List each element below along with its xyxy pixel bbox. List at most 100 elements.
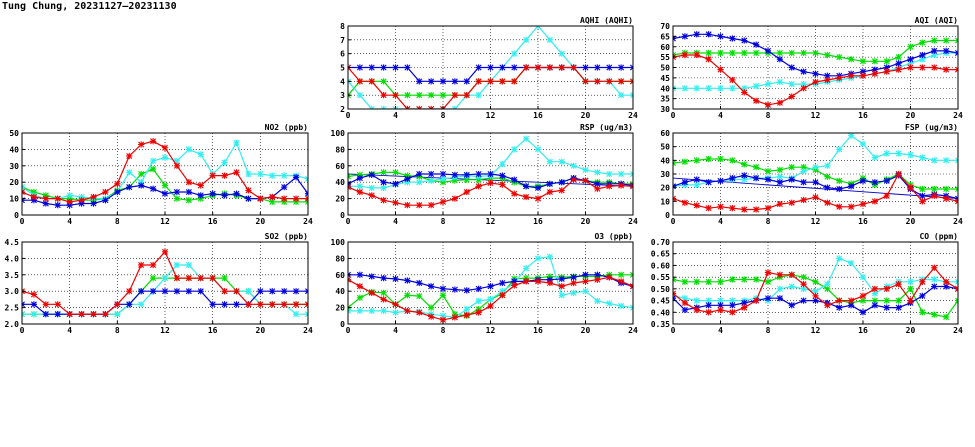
y-tick-label: 45 [660,74,670,83]
data-point-cyan [812,164,819,171]
chart-no2: 0 4 8 12 16 20 24 0 10 20 30 40 50 NO2 (ppb) [9,123,313,226]
y-tick-label: 30 [9,162,19,171]
x-tick-label: 20 [906,326,916,335]
y-tick-label: 80 [335,145,345,154]
data-point-green [800,49,807,57]
data-point-red [487,78,494,85]
data-point-cyan [907,151,914,158]
data-point-blue [800,297,807,304]
data-point-red [380,92,387,99]
data-point-red [416,202,423,209]
data-point-red [546,279,553,287]
y-tick-label: 60 [335,162,345,171]
data-point-cyan [681,295,688,302]
x-tick-label: 0 [20,326,25,335]
data-point-blue [428,78,435,85]
data-point-red [499,181,506,188]
data-point-green [931,37,938,44]
data-point-blue [848,183,855,190]
x-tick-label: 8 [766,111,771,120]
data-point-blue [439,78,447,85]
data-point-green [907,285,914,292]
data-point-red [161,248,169,255]
x-tick-label: 4 [67,326,72,335]
data-point-green [380,169,387,176]
x-tick-label: 4 [718,217,723,226]
data-point-cyan [281,172,288,179]
data-point-red [292,301,300,308]
data-point-red [392,92,399,99]
data-point-red [42,301,49,308]
data-point-red [404,202,411,209]
data-point-green [546,273,553,280]
data-point-green [883,58,890,65]
data-point-blue [149,288,157,295]
x-tick-label: 12 [486,111,496,120]
data-point-green [943,37,950,44]
data-point-red [681,51,688,59]
data-point-blue [30,301,38,308]
data-point-red [800,85,807,92]
data-point-cyan [943,157,950,164]
x-tick-label: 24 [303,217,313,226]
data-point-red [883,68,890,75]
data-point-blue [281,288,288,295]
data-point-red [907,184,914,191]
data-point-blue [451,171,458,178]
data-point-green [269,198,276,205]
data-point-red [368,78,375,85]
data-point-blue [221,301,228,308]
data-point-blue [126,301,133,308]
x-tick-label: 20 [581,217,591,226]
y-tick-label: 50 [660,64,670,73]
data-point-blue [487,283,494,290]
data-point-red [848,297,855,304]
y-tick-label: 40 [335,178,345,187]
data-point-red [907,64,914,71]
data-point-red [776,200,783,208]
data-point-blue [487,170,494,178]
data-point-red [931,264,938,271]
data-point-green [753,164,760,171]
data-point-green [919,309,926,316]
data-point-red [511,282,518,289]
y-tick-label: 20 [660,184,670,193]
data-point-blue [221,192,228,199]
y-tick-label: 0 [340,320,345,329]
data-point-blue [475,170,482,178]
data-point-blue [233,190,240,197]
data-point-green [895,297,902,304]
data-point-red [729,76,736,84]
data-point-cyan [594,169,601,176]
data-point-blue [776,295,783,302]
data-point-blue [499,172,506,179]
data-point-green [66,195,73,202]
data-point-blue [871,302,878,309]
data-point-red [281,301,288,308]
data-point-cyan [895,150,902,157]
data-point-green [729,49,736,57]
data-point-cyan [582,166,589,174]
data-point-blue [836,304,843,311]
data-point-green [931,311,938,318]
data-point-green [705,155,712,163]
data-point-blue [859,177,867,184]
chart-title: CO (ppm) [919,232,958,241]
data-point-red [475,183,482,190]
data-point-green [392,169,399,176]
data-point-blue [776,56,783,63]
data-point-cyan [475,92,482,99]
data-point-cyan [475,297,482,305]
data-point-green [221,274,228,282]
data-point-green [788,49,795,57]
data-point-cyan [800,168,807,175]
data-point-blue [439,285,447,292]
data-point-cyan [523,265,530,272]
data-point-green [404,172,411,179]
series-layer [348,253,633,324]
y-tick-label: 7 [340,36,345,45]
data-point-red [848,203,855,210]
data-point-blue [416,170,423,178]
data-point-green [907,43,914,50]
data-point-red [895,281,902,288]
